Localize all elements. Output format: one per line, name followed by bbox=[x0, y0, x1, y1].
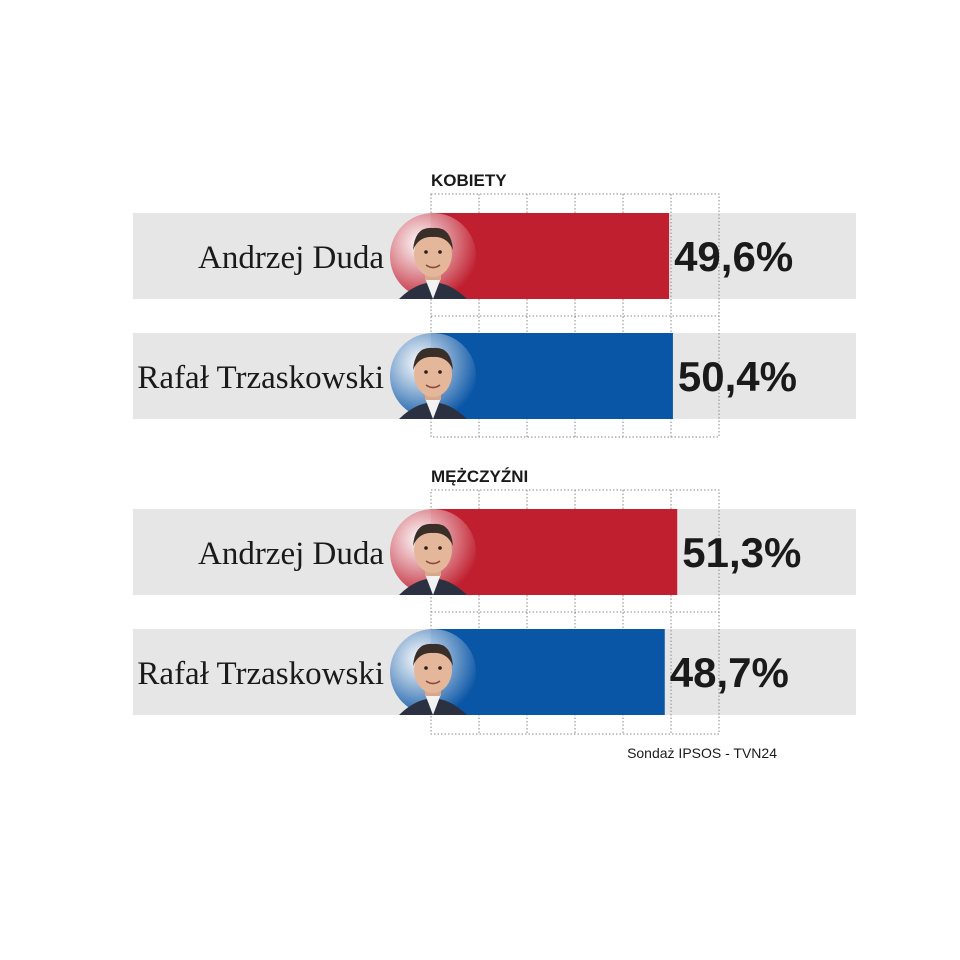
group-title: MĘŻCZYŹNI bbox=[431, 467, 528, 486]
candidate-name: Andrzej Duda bbox=[198, 240, 384, 276]
chart-group: MĘŻCZYŹNI Andrzej Duda 51,3% Rafał Trzaskow… bbox=[133, 467, 856, 735]
candidate-name: Rafał Trzaskowski bbox=[137, 360, 384, 396]
value-label: 51,3% bbox=[682, 529, 801, 576]
group-title: KOBIETY bbox=[431, 171, 507, 190]
source-label: Sondaż IPSOS - TVN24 bbox=[627, 745, 777, 761]
candidate-photo bbox=[390, 333, 476, 419]
candidate-photo bbox=[390, 213, 476, 299]
candidate-photo bbox=[390, 629, 476, 715]
value-label: 49,6% bbox=[674, 233, 793, 280]
candidate-photo bbox=[390, 509, 476, 595]
candidate-name: Rafał Trzaskowski bbox=[137, 656, 384, 692]
value-label: 50,4% bbox=[678, 353, 797, 400]
value-label: 48,7% bbox=[670, 649, 789, 696]
gridlines bbox=[430, 193, 720, 438]
candidate-name: Andrzej Duda bbox=[198, 536, 384, 572]
chart-group: KOBIETY Andrzej Duda 49,6% Rafał Trzaskowsk… bbox=[133, 171, 856, 438]
